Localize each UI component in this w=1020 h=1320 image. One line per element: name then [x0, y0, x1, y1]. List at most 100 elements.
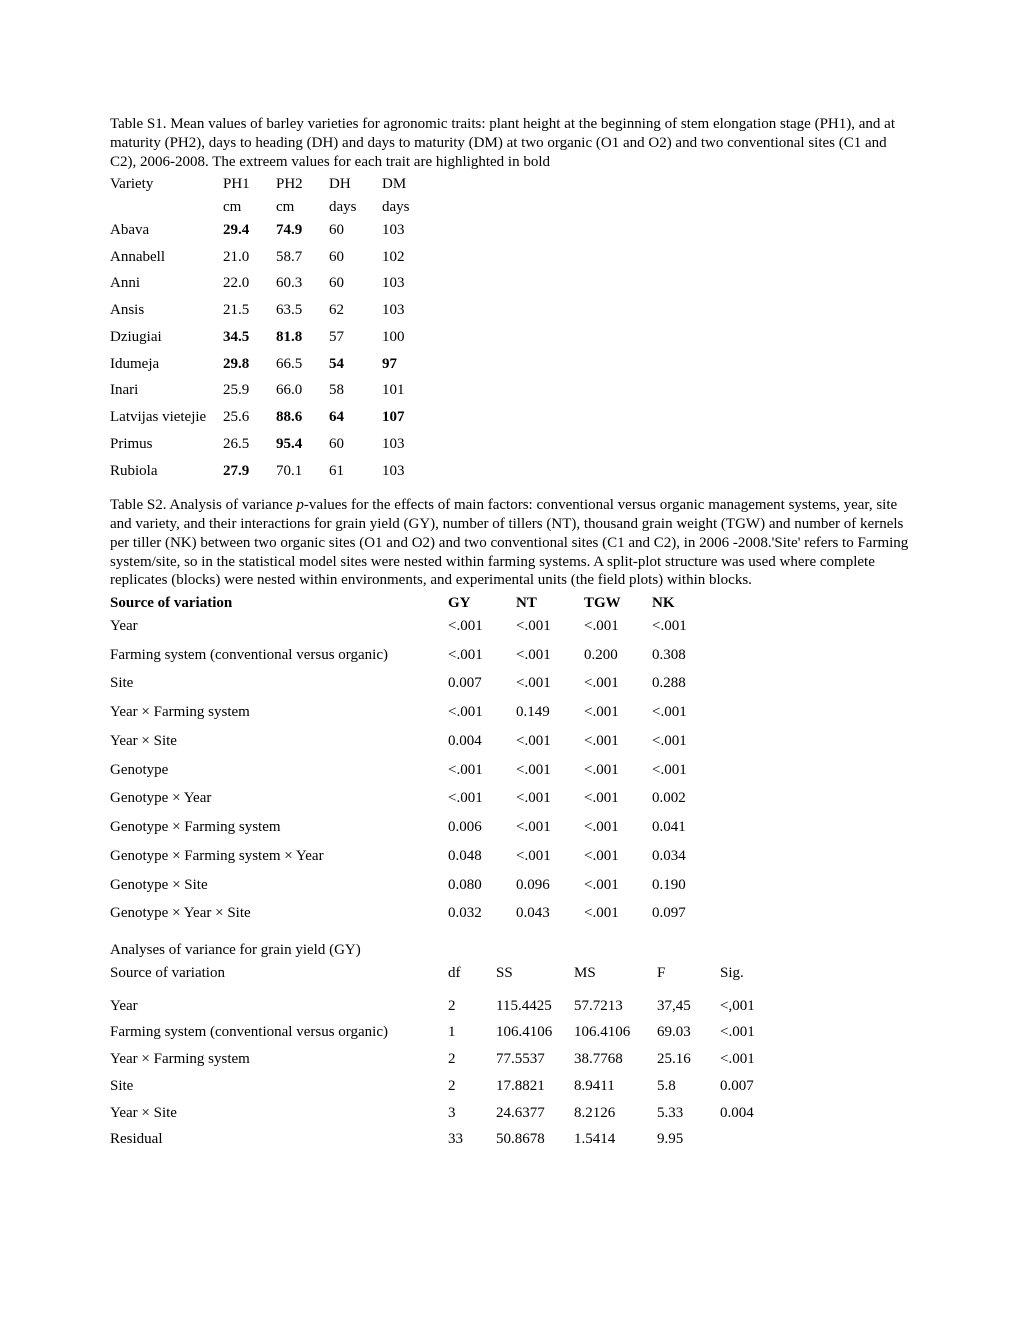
table-cell: 0.149	[516, 701, 584, 730]
table-cell: <.001	[584, 845, 652, 874]
col-ph2: PH2	[276, 173, 329, 196]
table-cell: 62	[329, 299, 382, 326]
table-cell: 63.5	[276, 299, 329, 326]
table-cell: <.001	[584, 701, 652, 730]
table-cell: 37,45	[657, 995, 720, 1022]
table-row: Genotype × Year × Site0.0320.043<.0010.0…	[110, 902, 720, 931]
table-anova-gy: Source of variation df SS MS F Sig. Year…	[110, 962, 783, 1155]
table-cell: 50.8678	[496, 1128, 574, 1155]
table-cell: Year × Farming system	[110, 1048, 448, 1075]
col-source: Source of variation	[110, 962, 448, 985]
col-df: df	[448, 962, 496, 985]
table-anova-header-row: Source of variation df SS MS F Sig.	[110, 962, 783, 985]
table-cell: 0.080	[448, 874, 516, 903]
col-nt: NT	[516, 592, 584, 615]
table-s2: Source of variation GY NT TGW NK Year<.0…	[110, 592, 720, 931]
table-cell: 97	[382, 353, 435, 380]
table-cell: <.001	[448, 615, 516, 644]
table-cell: <.001	[584, 672, 652, 701]
table-s2-header-row: Source of variation GY NT TGW NK	[110, 592, 720, 615]
table-cell: <.001	[652, 701, 720, 730]
table-cell	[720, 1128, 783, 1155]
table-cell: <.001	[584, 902, 652, 931]
table-cell: Genotype × Farming system	[110, 816, 448, 845]
table-cell: 0.004	[448, 730, 516, 759]
table-cell: 1.5414	[574, 1128, 657, 1155]
table-cell: Abava	[110, 219, 223, 246]
col-gy: GY	[448, 592, 516, 615]
table-cell: 54	[329, 353, 382, 380]
table-cell: Residual	[110, 1128, 448, 1155]
table-cell: Year	[110, 615, 448, 644]
table-row: Genotype × Site0.0800.096<.0010.190	[110, 874, 720, 903]
table-cell: 60.3	[276, 272, 329, 299]
table-cell: Site	[110, 1075, 448, 1102]
table-row: Genotype<.001<.001<.001<.001	[110, 759, 720, 788]
unit-dm: days	[382, 196, 435, 219]
table-row: Anni22.060.360103	[110, 272, 435, 299]
table-row: Year<.001<.001<.001<.001	[110, 615, 720, 644]
table-cell: 29.4	[223, 219, 276, 246]
table-cell: <,001	[720, 995, 783, 1022]
table-cell: 74.9	[276, 219, 329, 246]
table-s1-caption: Table S1. Mean values of barley varietie…	[110, 115, 910, 171]
table-row: Dziugiai34.581.857100	[110, 326, 435, 353]
table-cell: 81.8	[276, 326, 329, 353]
table-cell: 25.9	[223, 379, 276, 406]
table-cell: <.001	[516, 759, 584, 788]
table-cell: <.001	[584, 816, 652, 845]
table-cell: Genotype × Year × Site	[110, 902, 448, 931]
table-cell: 0.004	[720, 1102, 783, 1129]
table-cell: <.001	[584, 615, 652, 644]
table-cell: 21.0	[223, 246, 276, 273]
table-cell: Genotype	[110, 759, 448, 788]
table-row: Year2115.442557.721337,45<,001	[110, 995, 783, 1022]
table-cell: 2	[448, 1048, 496, 1075]
table-cell: 64	[329, 406, 382, 433]
table-cell: 102	[382, 246, 435, 273]
table-cell: 103	[382, 272, 435, 299]
table-cell: 88.6	[276, 406, 329, 433]
table-row: Annabell21.058.760102	[110, 246, 435, 273]
table-cell: Primus	[110, 433, 223, 460]
table-cell: 1	[448, 1021, 496, 1048]
table-row: Year × Site0.004<.001<.001<.001	[110, 730, 720, 759]
anova-gy-title: Analyses of variance for grain yield (GY…	[110, 941, 910, 960]
table-cell: 77.5537	[496, 1048, 574, 1075]
table-cell: Year × Farming system	[110, 701, 448, 730]
table-cell: <.001	[448, 759, 516, 788]
table-cell: 17.8821	[496, 1075, 574, 1102]
table-cell: Site	[110, 672, 448, 701]
table-cell: 60	[329, 219, 382, 246]
col-dh: DH	[329, 173, 382, 196]
table-cell: Dziugiai	[110, 326, 223, 353]
table-cell: 0.043	[516, 902, 584, 931]
table-cell: 0.097	[652, 902, 720, 931]
table-row: Genotype × Farming system0.006<.001<.001…	[110, 816, 720, 845]
table-cell: <.001	[516, 816, 584, 845]
table-cell: 0.048	[448, 845, 516, 874]
col-dm: DM	[382, 173, 435, 196]
table-cell: 2	[448, 995, 496, 1022]
table-cell: 2	[448, 1075, 496, 1102]
table-cell: 5.33	[657, 1102, 720, 1129]
table-cell: <.001	[516, 787, 584, 816]
table-cell: 103	[382, 433, 435, 460]
table-row: Year × Farming system<.0010.149<.001<.00…	[110, 701, 720, 730]
table-cell: 60	[329, 272, 382, 299]
table-row: Year × Farming system277.553738.776825.1…	[110, 1048, 783, 1075]
table-row: Latvijas vietejie25.688.664107	[110, 406, 435, 433]
table-cell: <.001	[516, 672, 584, 701]
table-cell: <.001	[516, 615, 584, 644]
col-tgw: TGW	[584, 592, 652, 615]
table-cell: 61	[329, 460, 382, 487]
table-cell: 25.16	[657, 1048, 720, 1075]
table-cell: 100	[382, 326, 435, 353]
table-cell: 107	[382, 406, 435, 433]
table-cell: Latvijas vietejie	[110, 406, 223, 433]
table-cell: <.001	[516, 845, 584, 874]
col-f: F	[657, 962, 720, 985]
table-cell: 0.041	[652, 816, 720, 845]
table-cell: 27.9	[223, 460, 276, 487]
table-cell: 60	[329, 246, 382, 273]
